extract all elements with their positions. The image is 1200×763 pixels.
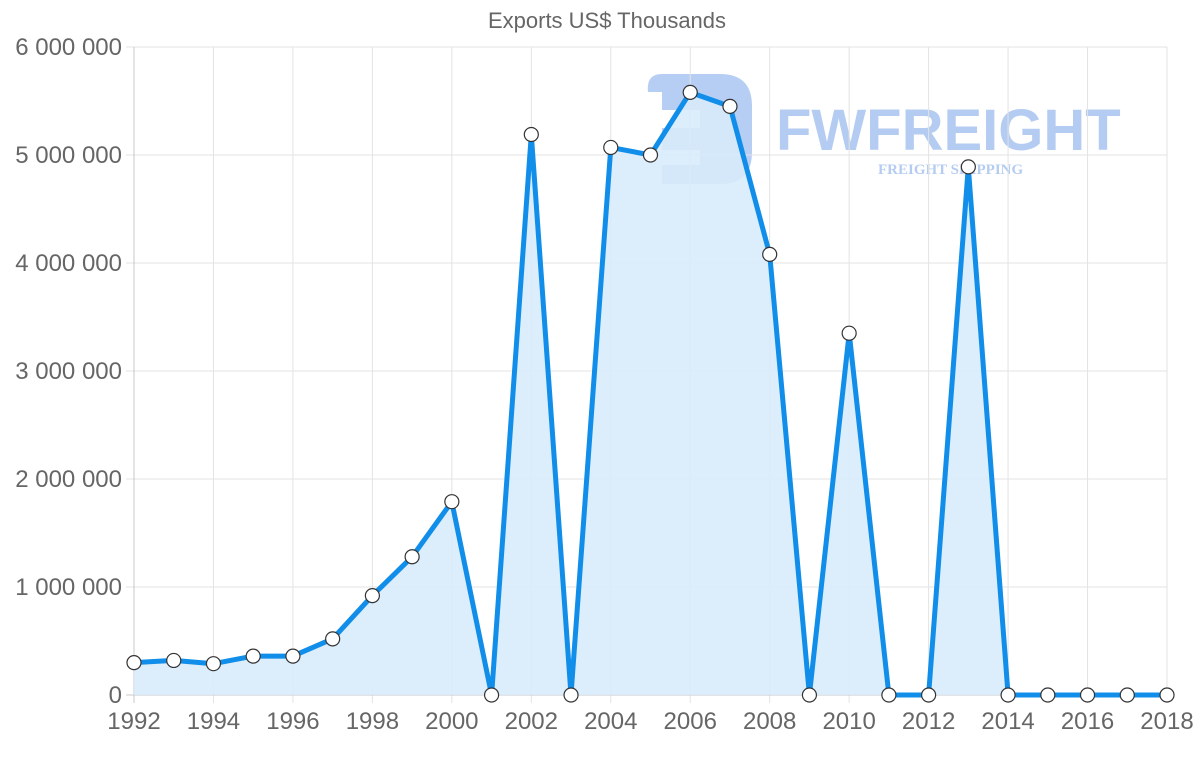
- data-point[interactable]: [483, 687, 500, 703]
- data-point[interactable]: [1000, 687, 1016, 703]
- x-tick-label: 2016: [1061, 708, 1114, 735]
- data-point[interactable]: [563, 687, 579, 703]
- data-point[interactable]: [642, 147, 659, 163]
- x-tick-label: 2006: [664, 708, 717, 735]
- data-point[interactable]: [1159, 687, 1175, 703]
- y-tick-label: 4 000 000: [15, 250, 122, 277]
- y-tick-label: 6 000 000: [15, 34, 122, 61]
- x-tick-label: 1994: [187, 708, 240, 735]
- y-tick-label: 1 000 000: [15, 574, 122, 601]
- data-point[interactable]: [881, 687, 897, 703]
- data-point[interactable]: [126, 654, 142, 671]
- data-point[interactable]: [960, 159, 976, 175]
- y-axis-labels: 0 1 000 000 2 000 000 3 000 000 4 000 000 5 0…: [15, 34, 122, 709]
- x-tick-label: 2018: [1140, 708, 1193, 735]
- x-tick-label: 1996: [266, 708, 319, 735]
- data-point[interactable]: [1040, 687, 1056, 703]
- x-tick-label: 1992: [107, 708, 160, 735]
- x-tick-label: 2014: [981, 708, 1034, 735]
- data-point[interactable]: [1119, 687, 1135, 703]
- watermark-brand: FWFREIGHT: [776, 98, 1121, 163]
- data-point[interactable]: [841, 325, 857, 341]
- data-point[interactable]: [166, 652, 182, 669]
- data-point[interactable]: [444, 494, 460, 510]
- y-tick-label: 0: [109, 682, 122, 709]
- y-tick-label: 2 000 000: [15, 466, 122, 493]
- x-tick-label: 2010: [822, 708, 875, 735]
- data-point[interactable]: [364, 588, 380, 604]
- x-tick-label: 2012: [902, 708, 955, 735]
- x-tick-label: 2004: [584, 708, 637, 735]
- data-point[interactable]: [523, 126, 539, 143]
- data-point[interactable]: [1079, 687, 1096, 703]
- watermark-tagline: FREIGHT SHIPPING: [878, 162, 1023, 178]
- area-fill: [134, 92, 1167, 695]
- data-point[interactable]: [245, 648, 261, 664]
- y-tick-label: 5 000 000: [15, 142, 122, 169]
- x-tick-label: 2000: [425, 708, 478, 735]
- data-point[interactable]: [325, 631, 341, 647]
- data-point[interactable]: [205, 656, 222, 672]
- data-point[interactable]: [404, 549, 420, 565]
- x-tick-label: 2002: [505, 708, 558, 735]
- x-tick-label: 2008: [743, 708, 796, 735]
- data-point[interactable]: [285, 648, 301, 664]
- x-axis-labels: 1992 1994 1996 1998 2000 2002 2004 2006 2008 2010…: [107, 708, 1193, 735]
- y-tick-label: 3 000 000: [15, 358, 122, 385]
- chart-title: Exports US$ Thousands: [487, 8, 727, 33]
- data-point[interactable]: [921, 687, 937, 703]
- data-point[interactable]: [762, 246, 778, 262]
- x-tick-label: 1998: [346, 708, 399, 735]
- data-points: [126, 84, 1175, 703]
- data-point[interactable]: [801, 687, 818, 703]
- data-point[interactable]: [682, 84, 698, 100]
- data-point[interactable]: [603, 139, 619, 156]
- data-point[interactable]: [722, 98, 738, 115]
